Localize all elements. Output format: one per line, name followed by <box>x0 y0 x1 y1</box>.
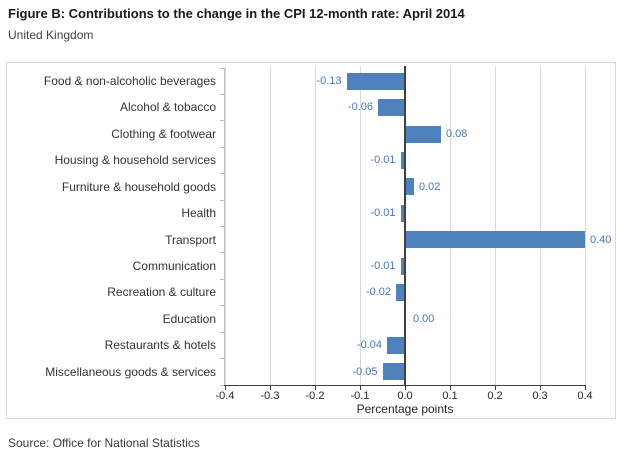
gridline <box>269 66 271 385</box>
category-label: Alcohol & tobacco <box>119 100 216 115</box>
category-label: Clothing & footwear <box>111 126 216 141</box>
category-axis-tick <box>220 278 224 280</box>
x-tick-label: 0.1 <box>442 390 458 402</box>
category-label: Miscellaneous goods & services <box>45 364 216 379</box>
x-tick-label: -0.1 <box>350 390 370 402</box>
value-label: -0.02 <box>365 286 391 299</box>
value-label: -0.13 <box>316 75 342 87</box>
bar <box>400 151 405 169</box>
gridline <box>359 66 361 385</box>
value-axis-tick <box>269 385 271 390</box>
bar <box>405 178 414 196</box>
category-label: Education <box>162 311 216 326</box>
value-label: -0.06 <box>347 101 373 114</box>
category-axis-line <box>224 68 225 385</box>
x-tick-label: 0.2 <box>487 390 503 402</box>
category-axis-tick <box>220 358 224 360</box>
value-label: -0.01 <box>370 207 396 220</box>
value-axis-tick <box>314 385 316 390</box>
category-label: Transport <box>165 232 216 247</box>
zero-line <box>404 66 406 385</box>
x-axis-title: Percentage points <box>356 402 454 416</box>
category-label: Furniture & household goods <box>61 179 216 194</box>
value-axis-tick <box>494 385 496 390</box>
value-label: -0.04 <box>356 339 382 352</box>
gridline <box>494 66 496 385</box>
category-label: Communication <box>132 258 216 273</box>
x-tick-label: 0.0 <box>397 390 413 402</box>
value-label: 0.00 <box>413 312 435 325</box>
chart-subtitle: United Kingdom <box>8 28 94 42</box>
bar <box>400 257 405 275</box>
value-axis-tick <box>224 385 226 390</box>
category-label: Restaurants & hotels <box>104 338 216 353</box>
value-axis-tick <box>449 385 451 390</box>
value-axis-tick <box>404 385 406 390</box>
category-axis-tick <box>220 305 224 307</box>
value-label: 0.02 <box>419 180 441 193</box>
x-tick-label: -0.3 <box>260 390 280 402</box>
value-label: -0.05 <box>352 365 378 378</box>
category-axis-tick <box>220 252 224 254</box>
category-axis-tick <box>220 226 224 227</box>
value-label: -0.01 <box>370 259 396 272</box>
value-axis-tick <box>584 385 586 390</box>
source-note: Source: Office for National Statistics <box>8 436 200 450</box>
category-axis-tick <box>220 384 224 386</box>
bar <box>387 336 405 354</box>
category-label: Food & non-alcoholic beverages <box>43 74 216 88</box>
value-axis-tick <box>539 385 541 390</box>
category-label: Recreation & culture <box>107 285 216 300</box>
gridline <box>449 66 451 385</box>
category-axis-tick <box>220 120 224 122</box>
gridline <box>584 66 586 385</box>
category-label: Housing & household services <box>54 153 216 168</box>
bar <box>396 284 405 302</box>
category-axis-tick <box>220 199 224 201</box>
value-axis-tick <box>359 385 361 390</box>
category-label: Health <box>181 206 216 221</box>
gridline <box>314 66 316 385</box>
category-axis-tick <box>220 173 224 175</box>
chart-title: Figure B: Contributions to the change in… <box>8 6 465 21</box>
bar <box>346 72 405 90</box>
category-axis-tick <box>220 331 224 333</box>
category-axis-tick <box>220 93 224 95</box>
x-tick-label: 0.4 <box>577 390 593 402</box>
bar <box>400 204 405 222</box>
bar <box>378 99 405 117</box>
x-tick-label: -0.4 <box>215 390 235 402</box>
gridline <box>224 66 226 385</box>
value-label: 0.40 <box>590 233 612 246</box>
x-tick-label: 0.3 <box>532 390 548 402</box>
bar <box>405 231 585 249</box>
bar <box>382 363 405 381</box>
bar <box>405 125 441 143</box>
category-axis-tick <box>220 146 224 148</box>
x-tick-label: -0.2 <box>305 390 325 402</box>
gridline <box>539 66 541 385</box>
category-axis-tick <box>220 67 224 69</box>
value-label: 0.08 <box>446 127 468 140</box>
value-label: -0.01 <box>370 154 396 167</box>
